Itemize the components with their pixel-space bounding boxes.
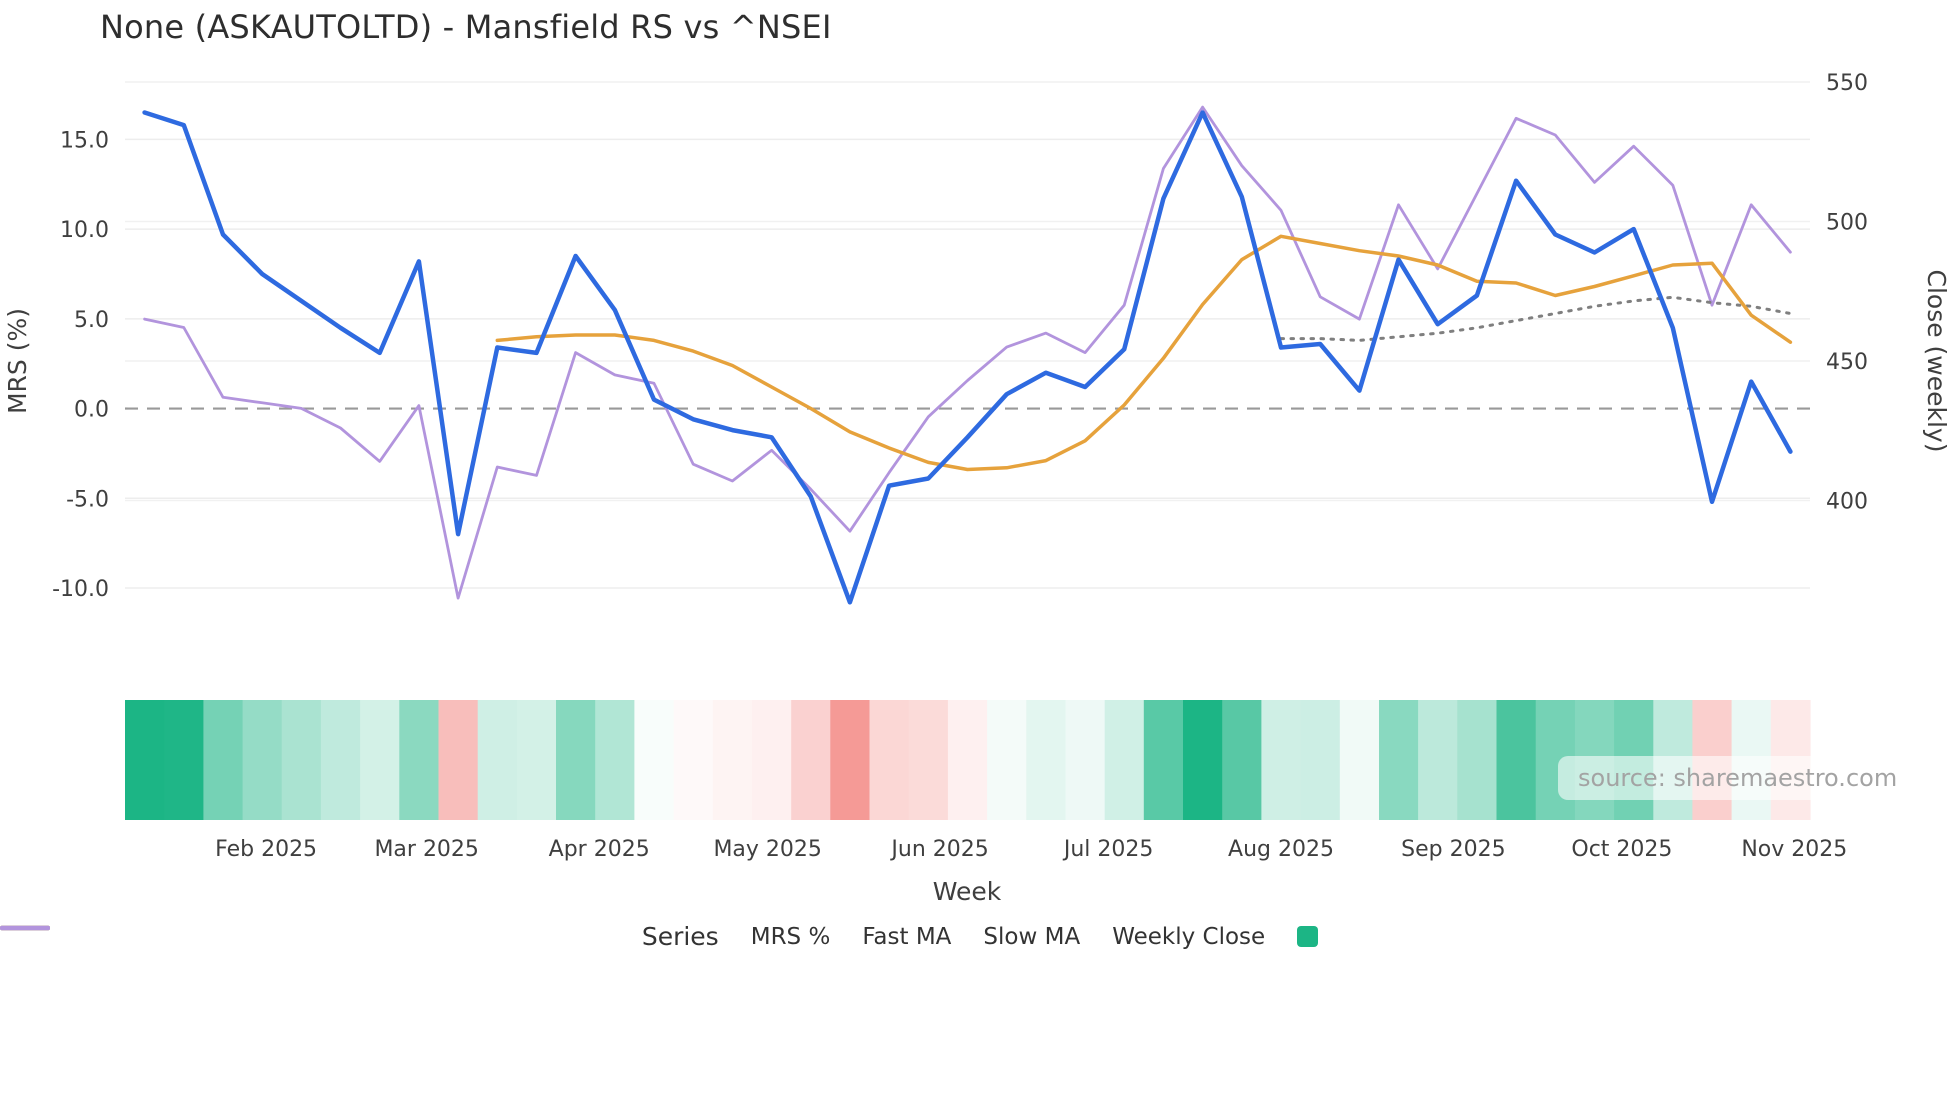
heatmap-cell: [673, 700, 714, 820]
legend-item-label: Fast MA: [862, 923, 952, 950]
heatmap-cell: [595, 700, 635, 820]
heatmap-cell: [320, 700, 361, 820]
heatmap-cell: [712, 700, 753, 820]
legend-item-label: Slow MA: [983, 923, 1081, 950]
heatmap-cell: [399, 700, 440, 820]
month-tick-label: May 2025: [713, 837, 821, 862]
heatmap-cell: [477, 700, 518, 820]
heatmap-cell: [1339, 700, 1380, 820]
legend-item-mrs-: MRS %: [0, 923, 831, 950]
heatmap-cell: [1104, 700, 1145, 820]
month-tick-label: Oct 2025: [1571, 837, 1672, 862]
x-axis-label: Week: [933, 877, 1002, 906]
heatmap-cell: [791, 700, 831, 820]
heatmap-cell: [1418, 700, 1458, 820]
heatmap-cell: [634, 700, 675, 820]
fast-ma-line: [495, 234, 1793, 472]
heatmap-cell: [830, 700, 871, 820]
legend: Series MRS % Fast MA Slow MA Weekly Close: [0, 922, 1960, 951]
month-tick-label: Mar 2025: [374, 837, 479, 862]
heatmap-cell: [438, 700, 479, 820]
legend-title: Series: [641, 922, 719, 951]
heatmap-cell: [281, 700, 322, 820]
heatmap-cell: [987, 700, 1027, 820]
legend-item-weekly-close: Weekly Close: [0, 923, 1266, 950]
heatmap-cell: [516, 700, 557, 820]
source-watermark: source: sharemaestro.com: [1558, 756, 1918, 800]
y-tick-label-right: 400: [1826, 490, 1868, 515]
y-tick-label-left: 15.0: [60, 128, 109, 153]
heatmap-cell: [242, 700, 283, 820]
y-tick-label-left: 5.0: [74, 308, 109, 333]
heatmap-cell: [752, 700, 792, 820]
heatmap-cell: [1496, 700, 1537, 820]
plot-generated: 15.0 10.0 5.0 0.0 -5.0 -10.0 550 500 450 400 Feb 2…: [52, 71, 1868, 862]
legend-item-heatmap: [1297, 926, 1319, 947]
chart-title: None (ASKAUTOLTD) - Mansfield RS vs ^NSE…: [100, 8, 832, 46]
heatmap-cell: [1379, 700, 1419, 820]
heatmap-cell: [1026, 700, 1067, 820]
heatmap-cell: [360, 700, 400, 820]
y-tick-label-right: 450: [1826, 350, 1868, 375]
y-tick-label-left: -10.0: [52, 577, 109, 602]
month-tick-label: Jun 2025: [889, 837, 988, 862]
legend-item-label: MRS %: [750, 923, 831, 950]
month-tick-label: Nov 2025: [1741, 837, 1847, 862]
heatmap-cell: [164, 700, 204, 820]
y-tick-label-left: -5.0: [66, 487, 109, 512]
y-tick-label-right: 500: [1826, 211, 1868, 236]
legend-item-fast-ma: Fast MA: [0, 923, 952, 950]
heatmap-cell: [556, 700, 596, 820]
heatmap-cell: [125, 700, 165, 820]
heatmap-cell: [947, 700, 988, 820]
month-tick-label: Feb 2025: [215, 837, 317, 862]
heatmap-cell: [1457, 700, 1498, 820]
y-axis-label-right: Close (weekly): [1922, 270, 1951, 453]
heatmap-cell: [1300, 700, 1341, 820]
month-tick-label: Jul 2025: [1062, 837, 1154, 862]
y-axis-label-left: MRS (%): [3, 308, 32, 414]
month-tick-label: Apr 2025: [549, 837, 650, 862]
heatmap-cell: [1065, 700, 1106, 820]
heatmap-cell: [908, 700, 949, 820]
legend-item-label: Weekly Close: [1112, 923, 1266, 950]
heatmap-swatch-icon: [1297, 926, 1319, 947]
y-tick-label-left: 10.0: [60, 218, 109, 243]
heatmap-cell: [869, 700, 910, 820]
heatmap-cell: [1143, 700, 1184, 820]
month-tick-label: Sep 2025: [1401, 837, 1505, 862]
heatmap-cell: [1183, 700, 1223, 820]
y-tick-label-right: 550: [1826, 71, 1868, 96]
weekly-close-line: [143, 105, 1792, 600]
line-swatch-icon: [0, 925, 50, 931]
heatmap-cell: [203, 700, 244, 820]
mrs--line: [142, 110, 1793, 605]
legend-items: MRS % Fast MA Slow MA Weekly Close: [0, 923, 1319, 950]
legend-item-slow-ma: Slow MA: [0, 923, 1081, 950]
month-tick-label: Aug 2025: [1228, 837, 1334, 862]
heatmap-cell: [1222, 700, 1262, 820]
heatmap-cell: [1261, 700, 1302, 820]
y-tick-label-left: 0.0: [74, 398, 109, 423]
